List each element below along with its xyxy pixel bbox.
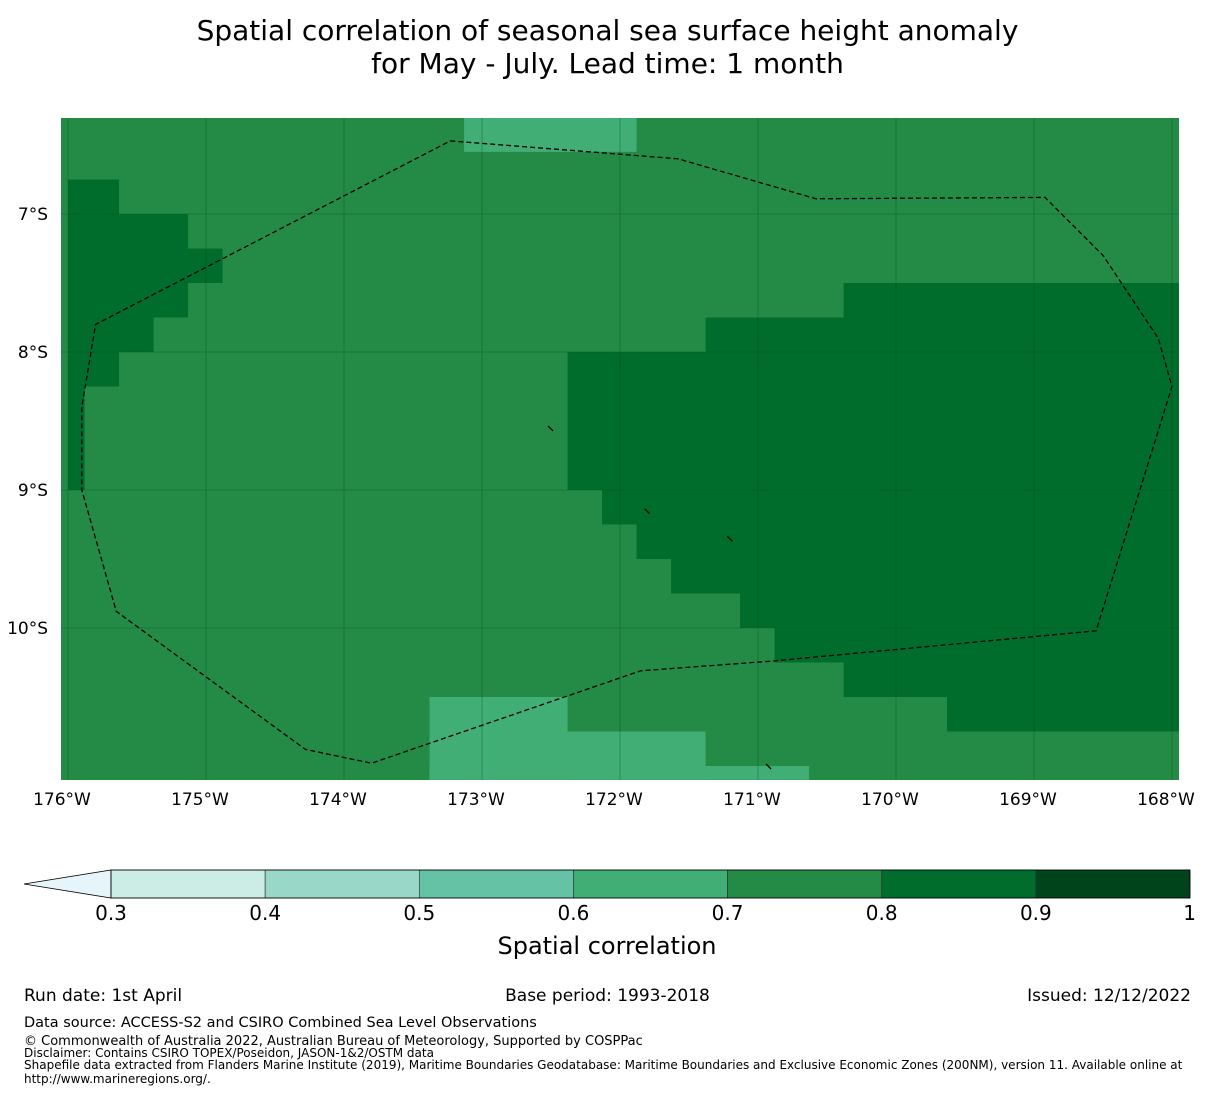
shapefile-url: http://www.marineregions.org/.: [24, 1072, 211, 1086]
colorbar-segment: [573, 869, 728, 899]
lon-tick-label: 173°W: [447, 790, 505, 810]
title-line-1: Spatial correlation of seasonal sea surf…: [196, 14, 1019, 47]
issued-date: Issued: 12/12/2022: [1027, 986, 1191, 1006]
lat-tick-label: 9°S: [18, 481, 48, 501]
island-outline: [765, 763, 772, 770]
lon-tick-label: 171°W: [723, 790, 781, 810]
lon-tick-label: 174°W: [309, 790, 367, 810]
lat-tick-label: 8°S: [18, 343, 48, 363]
map-figure: 7°S 8°S 9°S 10°S 176°W 175°W 174°W 173°W 172°W 17…: [7, 118, 1196, 960]
colorbar-tick-label: 0.4: [249, 901, 281, 925]
map-axes: 7°S 8°S 9°S 10°S 176°W 175°W 174°W 173°W 172°W 17…: [7, 205, 1195, 810]
colorbar-tick-label: 1: [1183, 901, 1196, 925]
data-source: Data source: ACCESS-S2 and CSIRO Combine…: [24, 1015, 537, 1031]
correlation-cell: [636, 524, 1179, 559]
colorbar-segment: [881, 869, 1037, 899]
map-panel: [61, 118, 1179, 780]
copyright: © Commonwealth of Australia 2022, Austra…: [24, 1034, 643, 1049]
base-period: Base period: 1993-2018: [505, 986, 710, 1006]
correlation-cell: [843, 283, 1179, 318]
lon-tick-label: 169°W: [999, 790, 1057, 810]
colorbar-tick-label: 0.7: [712, 901, 744, 925]
correlation-cell: [947, 697, 1179, 732]
correlation-cell: [68, 248, 223, 283]
colorbar-segment: [264, 869, 420, 899]
colorbar-tick-label: 0.8: [866, 901, 898, 925]
island-outline: [726, 535, 733, 542]
colorbar: 0.3 0.4 0.5 0.6 0.7 0.8 0.9 1 Spatial correlatio…: [23, 869, 1196, 960]
correlation-cell: [464, 118, 637, 152]
colorbar-segment: [110, 869, 266, 899]
correlation-cell: [68, 179, 120, 214]
correlation-cell: [774, 628, 1179, 663]
colorbar-tick-label: 0.3: [95, 901, 127, 925]
island-outline: [547, 425, 554, 432]
lon-tick-label: 175°W: [171, 790, 229, 810]
correlation-cell: [68, 386, 85, 490]
colorbar-title: Spatial correlation: [497, 932, 716, 960]
eez-boundary-line: [81, 140, 1173, 764]
disclaimer: Disclaimer: Contains CSIRO TOPEX/Poseido…: [24, 1046, 434, 1060]
colorbar-extend-arrow: [23, 869, 112, 899]
colorbar-segment: [1035, 869, 1191, 899]
lon-tick-label: 172°W: [585, 790, 643, 810]
map-title: Spatial correlation of seasonal sea surf…: [0, 14, 1215, 80]
correlation-cell: [68, 317, 154, 352]
correlation-cell: [68, 214, 189, 249]
lon-tick-label: 168°W: [1137, 790, 1195, 810]
lat-tick-label: 10°S: [7, 619, 48, 639]
colorbar-tick-label: 0.6: [558, 901, 590, 925]
lon-tick-label: 176°W: [33, 790, 91, 810]
title-line-2: for May - July. Lead time: 1 month: [371, 47, 844, 80]
colorbar-segment: [727, 869, 883, 899]
colorbar-segment: [418, 869, 574, 899]
correlation-cell: [740, 593, 1179, 628]
lat-tick-label: 7°S: [18, 205, 48, 225]
colorbar-tick-label: 0.5: [403, 901, 435, 925]
colorbar-tick-label: 0.9: [1020, 901, 1052, 925]
correlation-cell: [68, 352, 120, 387]
run-date: Run date: 1st April: [24, 986, 183, 1006]
correlation-cell: [68, 283, 189, 318]
correlation-cell: [602, 490, 1179, 525]
correlation-cell: [671, 559, 1179, 594]
correlation-cell: [567, 352, 1179, 490]
correlation-cell: [705, 317, 1179, 352]
correlation-cell: [843, 662, 1179, 697]
correlation-cell: [429, 766, 810, 780]
colorbar-frame: [110, 869, 1191, 899]
island-outline: [644, 508, 651, 515]
lon-tick-label: 170°W: [861, 790, 919, 810]
shapefile-credit: Shapefile data extracted from Flanders M…: [24, 1058, 1183, 1072]
